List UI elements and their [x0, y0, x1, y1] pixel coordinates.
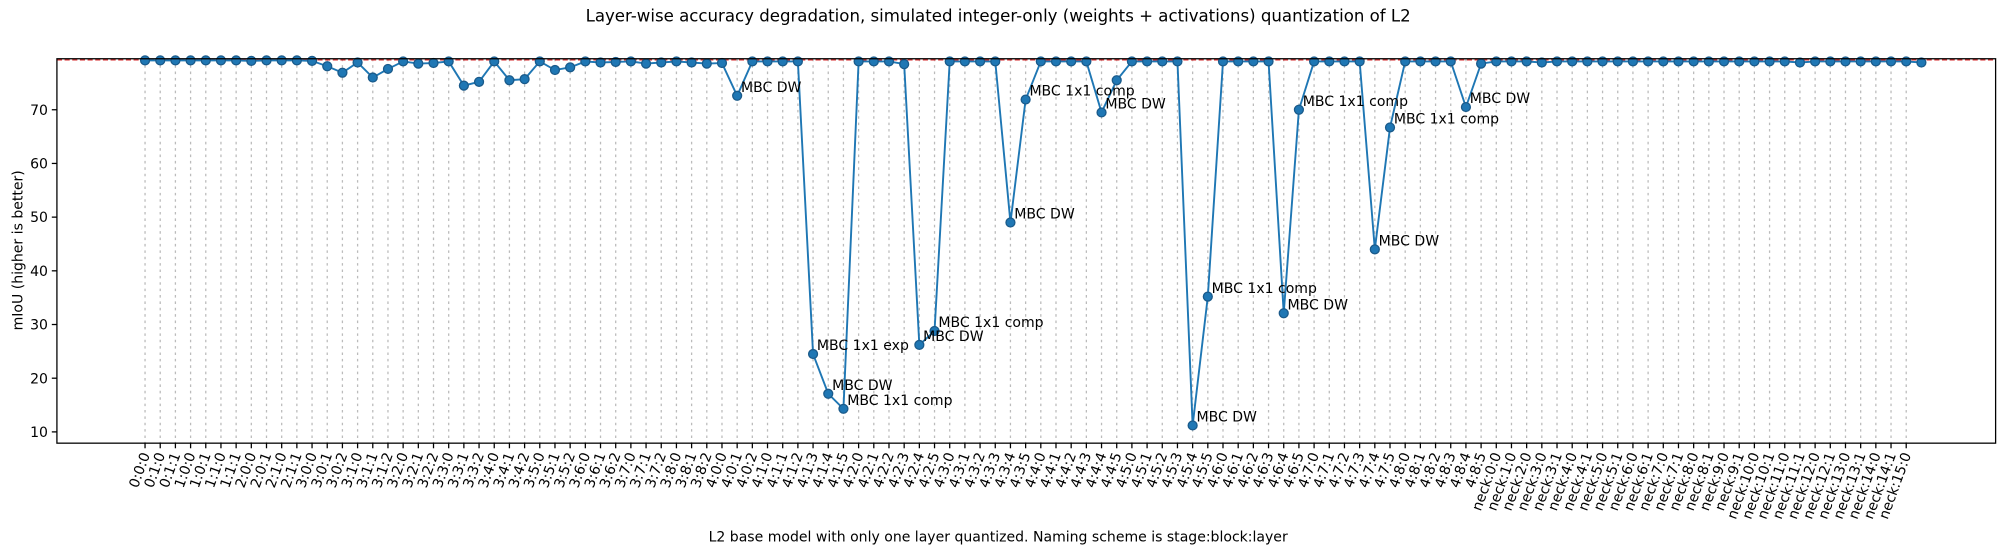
annotation: MBC 1x1 comp [1212, 281, 1317, 297]
data-point [322, 61, 333, 72]
data-point [413, 58, 424, 69]
data-point [1369, 244, 1380, 255]
x-axis-label: L2 base model with only one layer quanti… [709, 530, 1288, 546]
annotation: MBC DW [1470, 91, 1531, 107]
data-point [200, 55, 211, 66]
data-point [352, 57, 363, 68]
data-point [473, 76, 485, 87]
data-point [428, 57, 439, 69]
data-point [701, 58, 712, 69]
data-point [337, 67, 348, 78]
data-point [732, 90, 743, 101]
data-point [458, 80, 469, 91]
annotation: MBC 1x1 comp [1029, 84, 1134, 100]
y-tick-label: 60 [30, 157, 48, 173]
y-tick-label: 50 [30, 210, 48, 226]
data-point [215, 55, 227, 66]
data-point [838, 403, 849, 414]
annotation: MBC DW [1379, 234, 1440, 250]
annotation: MBC DW [1196, 410, 1257, 426]
annotation: MBC DW [1014, 207, 1075, 223]
chart-title: Layer-wise accuracy degradation, simulat… [586, 7, 1411, 26]
data-point [1384, 122, 1396, 133]
data-point [823, 388, 834, 399]
annotation: MBC DW [1105, 97, 1166, 113]
data-point [656, 57, 667, 68]
data-point [1460, 101, 1472, 113]
data-point [1536, 57, 1547, 68]
data-line [145, 59, 1922, 426]
data-point [1096, 107, 1107, 118]
data-point [261, 55, 272, 66]
data-point [914, 339, 925, 351]
data-point [170, 55, 181, 66]
data-point [367, 72, 378, 83]
annotation: MBC 1x1 comp [1394, 112, 1499, 128]
plot-frame [56, 58, 1997, 444]
data-point [1111, 75, 1122, 86]
data-point [1202, 291, 1213, 302]
annotation: MBC 1x1 exp [817, 338, 909, 354]
data-point [519, 74, 530, 85]
data-point [595, 57, 606, 68]
y-tick-label: 70 [30, 103, 48, 119]
data-point [899, 59, 910, 70]
y-axis-label: mIoU (higher is better) [10, 170, 26, 330]
data-point [155, 55, 166, 66]
annotation: MBC DW [923, 329, 984, 345]
data-point [504, 75, 515, 86]
annotation: MBC DW [832, 378, 893, 394]
y-tick-label: 20 [30, 371, 48, 387]
y-tick-label: 40 [30, 264, 48, 280]
data-point [1293, 104, 1305, 115]
data-point [686, 57, 697, 68]
data-point [1187, 420, 1198, 431]
data-point [1278, 308, 1289, 319]
data-point [382, 63, 394, 75]
annotation: MBC DW [1288, 297, 1349, 313]
data-point [291, 55, 302, 66]
data-point [807, 348, 819, 360]
data-point [246, 55, 257, 67]
y-tick-label: 10 [30, 425, 48, 441]
y-tick-label: 30 [30, 318, 48, 334]
data-point [610, 56, 621, 68]
data-point [185, 55, 196, 66]
data-point [1005, 217, 1016, 228]
data-point [640, 58, 652, 69]
data-point [276, 55, 287, 66]
data-point [139, 55, 151, 66]
data-point [1794, 57, 1806, 68]
data-point [929, 325, 940, 337]
annotation: MBC 1x1 comp [1303, 94, 1408, 110]
data-point [306, 55, 318, 67]
annotation: MBC 1x1 comp [847, 393, 952, 409]
data-point [231, 55, 242, 66]
annotation: MBC 1x1 comp [938, 315, 1043, 331]
data-point [1916, 57, 1927, 68]
data-point [549, 64, 561, 76]
data-point [1475, 58, 1487, 69]
data-point [1020, 94, 1031, 105]
annotation: MBC DW [741, 80, 802, 96]
data-point [565, 62, 576, 73]
data-point [716, 57, 728, 69]
